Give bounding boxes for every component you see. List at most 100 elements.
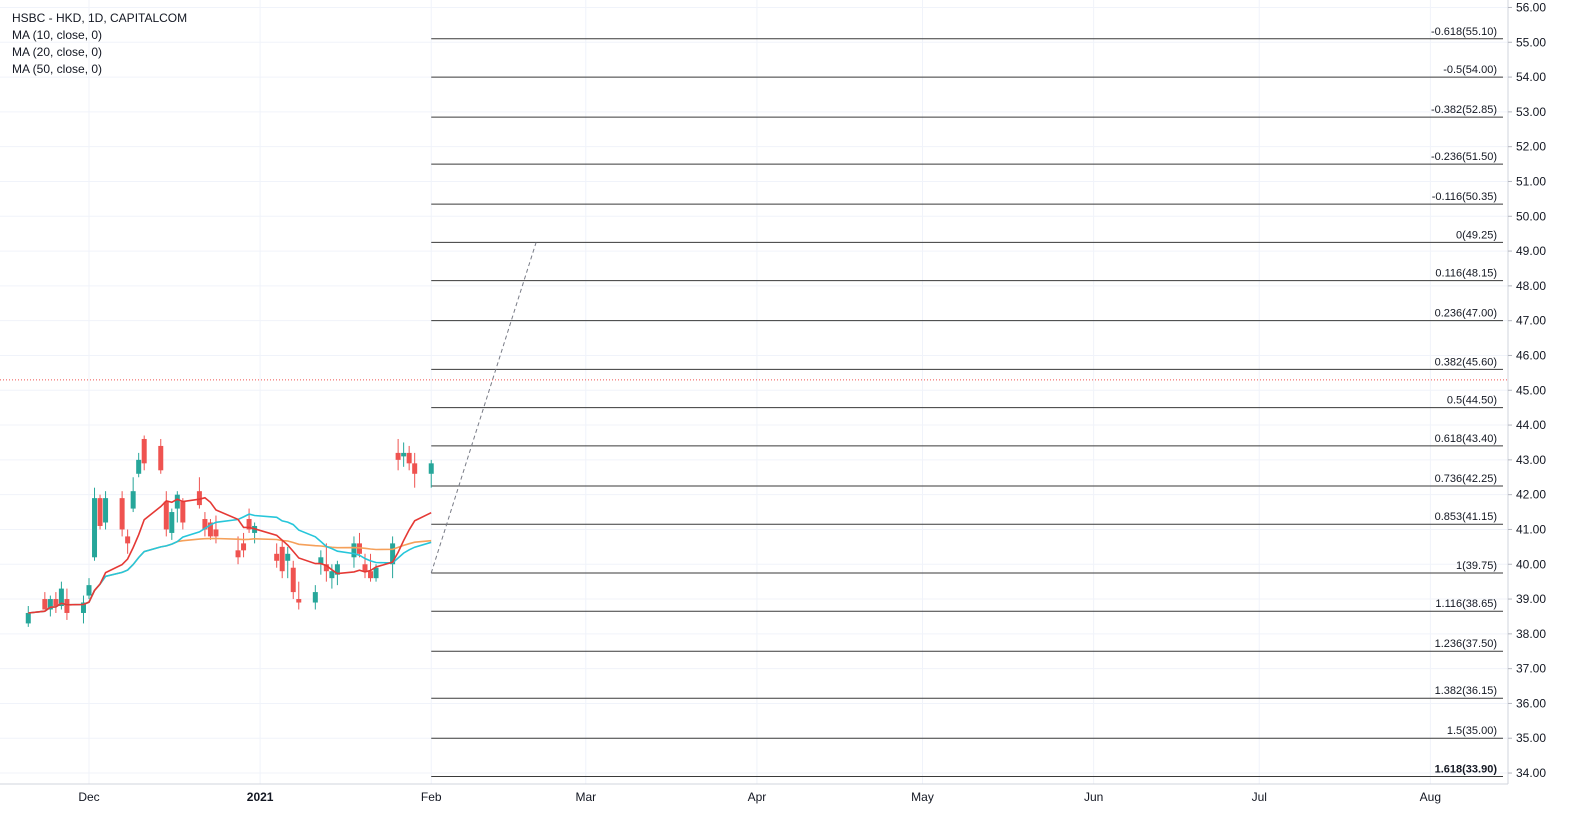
fib-label: 0(49.25) bbox=[1456, 229, 1497, 241]
fib-label: 1.236(37.50) bbox=[1435, 638, 1497, 650]
x-tick-label: Mar bbox=[575, 790, 596, 804]
candle-body bbox=[395, 452, 401, 460]
candle-body bbox=[169, 512, 175, 533]
candle-body bbox=[412, 463, 418, 474]
time-axis[interactable]: Dec2021FebMarAprMayJunJulAugSe bbox=[0, 783, 1582, 804]
ma10-legend[interactable]: MA (10, close, 0) bbox=[12, 28, 103, 42]
candle-body bbox=[196, 491, 202, 506]
candle-body bbox=[318, 557, 324, 565]
candle-body bbox=[163, 501, 169, 530]
candle-body bbox=[274, 553, 280, 561]
candle-body bbox=[362, 564, 368, 572]
y-tick-label: 34.00 bbox=[1516, 766, 1546, 780]
x-tick-label: Aug bbox=[1420, 790, 1441, 804]
y-tick-label: 53.00 bbox=[1516, 105, 1546, 119]
fib-label: 0.736(42.25) bbox=[1435, 473, 1497, 485]
fib-label: 1.5(35.00) bbox=[1447, 725, 1497, 737]
y-tick-label: 47.00 bbox=[1516, 314, 1546, 328]
ma20-legend[interactable]: MA (20, close, 0) bbox=[12, 45, 103, 59]
y-tick-label: 45.00 bbox=[1516, 383, 1546, 397]
x-tick-label: May bbox=[911, 790, 934, 804]
y-tick-label: 37.00 bbox=[1516, 662, 1546, 676]
moving-averages bbox=[28, 496, 432, 614]
y-tick-label: 55.00 bbox=[1516, 35, 1546, 49]
fib-label: 0.382(45.60) bbox=[1435, 356, 1497, 368]
candle-body bbox=[312, 592, 318, 603]
y-tick-label: 50.00 bbox=[1516, 209, 1546, 223]
candle-body bbox=[296, 599, 302, 603]
candle-body bbox=[103, 498, 109, 523]
y-tick-label: 52.00 bbox=[1516, 140, 1546, 154]
y-tick-label: 38.00 bbox=[1516, 627, 1546, 641]
y-tick-label: 42.00 bbox=[1516, 488, 1546, 502]
candle-body bbox=[25, 612, 31, 624]
candle-body bbox=[174, 494, 180, 509]
price-axis[interactable]: 34.00 35.00 36.00 37.00 38.00 39.00 40.00 41.00… bbox=[1507, 0, 1546, 784]
fib-label: 0.236(47.00) bbox=[1435, 308, 1497, 320]
candle-body bbox=[97, 498, 103, 526]
trend-line bbox=[430, 242, 537, 574]
x-tick-label: Jun bbox=[1084, 790, 1103, 804]
y-tick-label: 43.00 bbox=[1516, 453, 1546, 467]
y-tick-label: 48.00 bbox=[1516, 279, 1546, 293]
candle-body bbox=[47, 599, 53, 610]
candle-body bbox=[202, 519, 208, 530]
candle-body bbox=[58, 588, 64, 607]
candle-body bbox=[158, 445, 164, 471]
candle-body bbox=[53, 599, 59, 607]
candle-body bbox=[428, 463, 434, 474]
candle-body bbox=[401, 452, 407, 457]
x-tick-label: Jul bbox=[1252, 790, 1267, 804]
candle-body bbox=[334, 564, 340, 575]
candle-body bbox=[207, 522, 213, 537]
candle-body bbox=[92, 498, 98, 558]
x-tick-label: Dec bbox=[78, 790, 99, 804]
y-tick-label: 41.00 bbox=[1516, 522, 1546, 536]
fib-label: 1.618(33.90) bbox=[1435, 764, 1498, 776]
y-tick-label: 36.00 bbox=[1516, 696, 1546, 710]
candle-body bbox=[373, 567, 379, 579]
y-tick-label: 35.00 bbox=[1516, 731, 1546, 745]
fibonacci-levels: -0.618(55.10) -0.5(54.00) -0.382(52.85) -0.… bbox=[0, 26, 1508, 778]
candle-body bbox=[290, 567, 296, 593]
x-tick-label: Feb bbox=[421, 790, 442, 804]
candle-body bbox=[80, 602, 86, 613]
grid bbox=[0, 0, 1508, 784]
x-tick-label: 2021 bbox=[247, 790, 274, 804]
candle-body bbox=[285, 553, 291, 561]
candle-body bbox=[406, 452, 412, 464]
x-tick-label: Apr bbox=[748, 790, 767, 804]
fib-label: 1(39.75) bbox=[1456, 560, 1497, 572]
fib-label: 0.5(44.50) bbox=[1447, 395, 1497, 407]
candle-body bbox=[390, 543, 396, 565]
candle-body bbox=[213, 529, 219, 537]
fib-label: 0.618(43.40) bbox=[1435, 433, 1497, 445]
symbol-title[interactable]: HSBC - HKD, 1D, CAPITALCOM bbox=[12, 11, 188, 25]
fib-label: -0.236(51.50) bbox=[1431, 151, 1497, 163]
candle-body bbox=[323, 564, 329, 572]
y-tick-label: 44.00 bbox=[1516, 418, 1546, 432]
candle-body bbox=[180, 501, 186, 523]
candle-body bbox=[64, 599, 70, 613]
fib-label: 1.382(36.15) bbox=[1435, 685, 1497, 697]
candle-body bbox=[119, 498, 125, 530]
y-tick-label: 49.00 bbox=[1516, 244, 1546, 258]
candle-body bbox=[279, 546, 285, 572]
candle-body bbox=[125, 536, 131, 544]
ma50-legend[interactable]: MA (50, close, 0) bbox=[12, 62, 103, 76]
ma10-line bbox=[28, 496, 432, 614]
y-tick-label: 46.00 bbox=[1516, 348, 1546, 362]
chart-legend: HSBC - HKD, 1D, CAPITALCOM MA (10, close… bbox=[12, 10, 187, 78]
fib-label: -0.116(50.35) bbox=[1432, 191, 1497, 203]
candle-body bbox=[351, 543, 357, 558]
fib-label: -0.382(52.85) bbox=[1431, 104, 1497, 116]
candle-body bbox=[136, 459, 142, 474]
candle-body bbox=[329, 571, 335, 579]
candle-body bbox=[130, 491, 136, 509]
fib-label: 1.116(38.65) bbox=[1435, 598, 1497, 610]
fib-label: -0.618(55.10) bbox=[1431, 26, 1497, 38]
candle-body bbox=[246, 519, 252, 530]
candle-body bbox=[368, 571, 374, 579]
candle-body bbox=[241, 543, 247, 551]
